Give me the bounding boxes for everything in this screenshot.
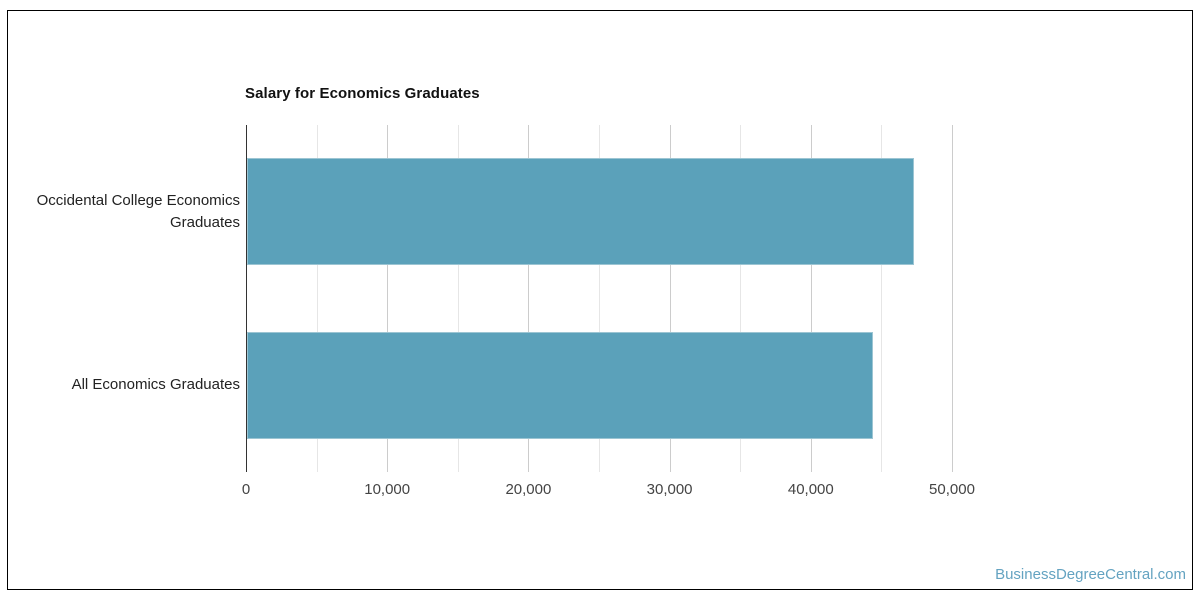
- x-tick-label-2: 20,000: [505, 481, 552, 498]
- minor-gridline: [740, 125, 742, 472]
- x-tick-label-5: 50,000: [929, 481, 975, 498]
- minor-gridline: [316, 125, 318, 472]
- major-gridline: [387, 125, 389, 472]
- y-axis-line: [246, 125, 247, 472]
- x-tick-label-4: 40,000: [787, 481, 834, 498]
- chart-frame-border: [7, 10, 1193, 590]
- chart-title: Salary for Economics Graduates: [245, 85, 480, 102]
- major-gridline: [669, 125, 671, 472]
- x-tick-label-1: 10,000: [364, 481, 411, 498]
- major-gridline: [952, 125, 953, 472]
- major-gridline: [810, 125, 812, 472]
- watermark-text: BusinessDegreeCentral.com: [995, 566, 1186, 583]
- minor-gridline: [457, 125, 459, 472]
- major-gridline: [528, 125, 530, 472]
- category-labels: Occidental College Economics Graduates Al…: [0, 125, 243, 472]
- x-tick-label-3: 30,000: [646, 481, 693, 498]
- minor-gridline: [599, 125, 600, 472]
- minor-gridline: [881, 125, 883, 472]
- bar-1: [247, 331, 873, 439]
- bar-0: [247, 158, 914, 266]
- plot-area: [246, 125, 1040, 472]
- category-label-0: Occidental College Economics Graduates: [36, 191, 240, 231]
- category-label-1: All Economics Graduates: [71, 376, 240, 394]
- x-tick-label-0: 0: [241, 481, 251, 498]
- x-axis-tick-labels: 0 10,000 20,000 30,000 40,000 50,000: [242, 481, 1040, 501]
